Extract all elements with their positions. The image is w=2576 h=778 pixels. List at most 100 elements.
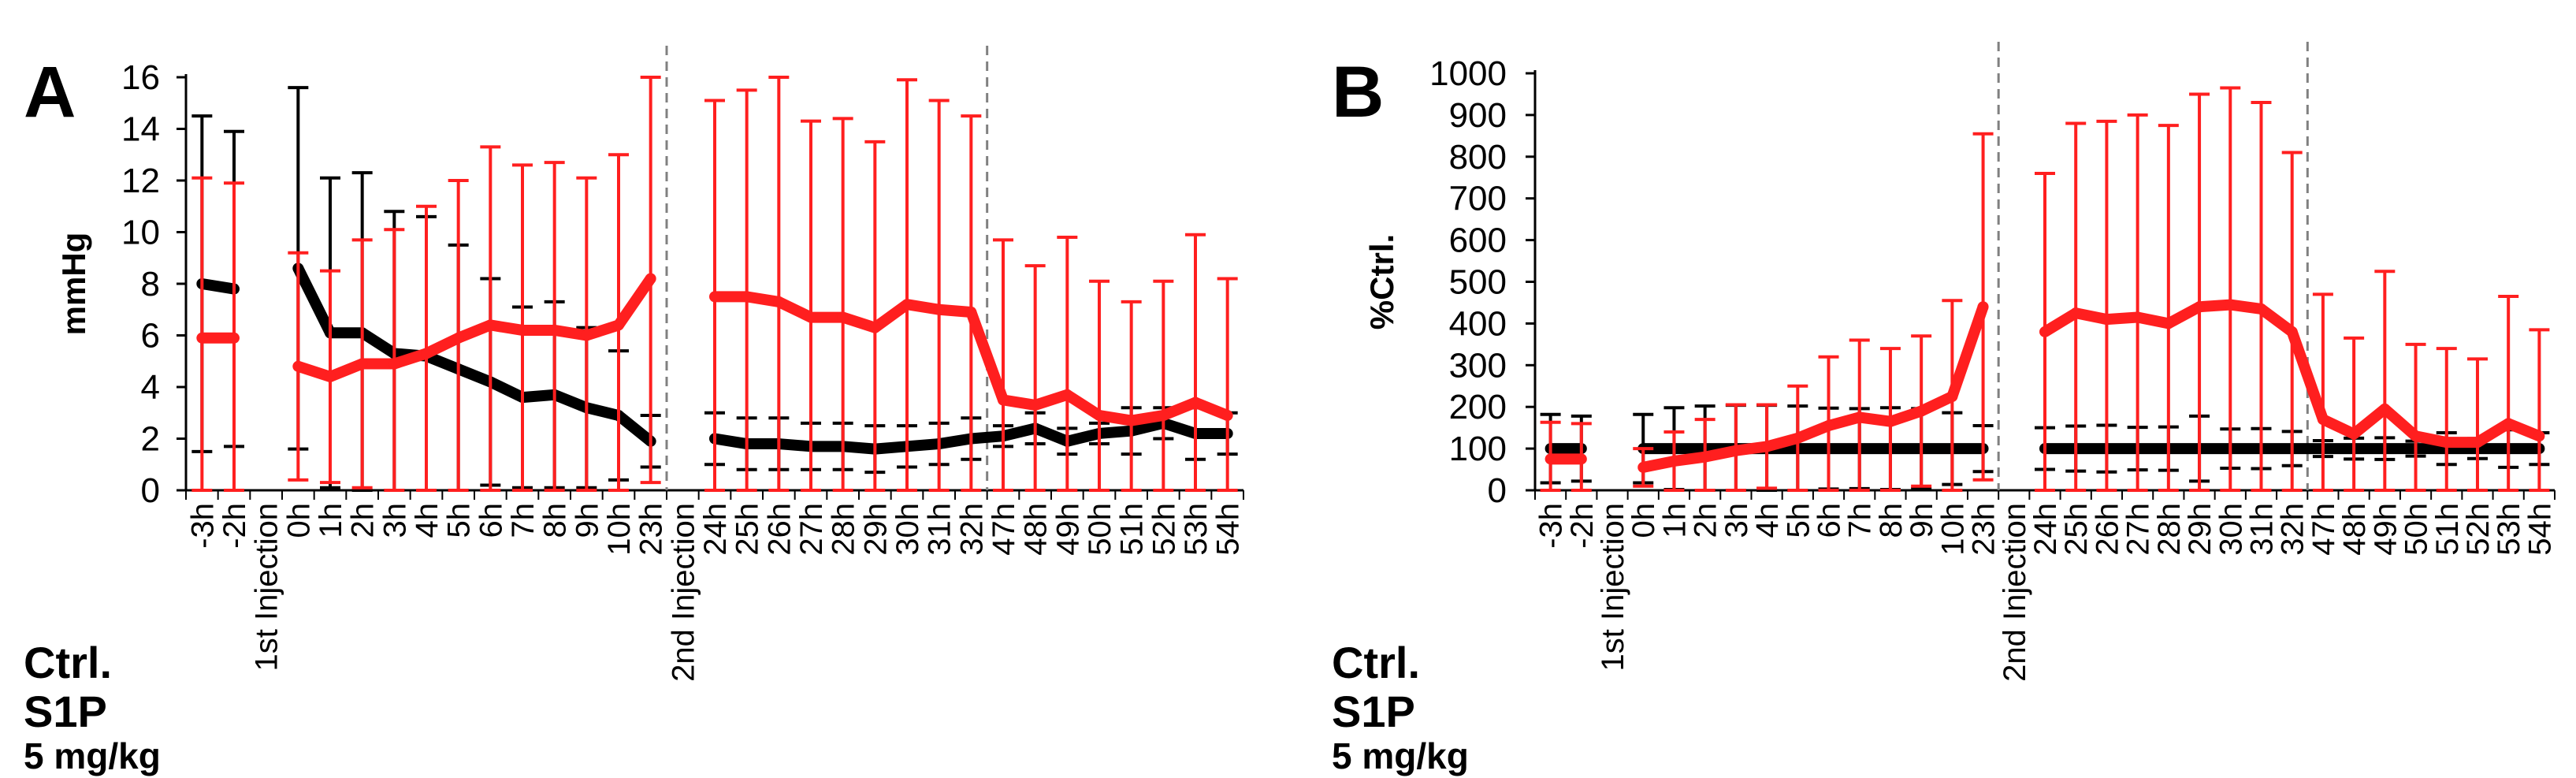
panel-b-x-tick-label: 26h (2090, 503, 2124, 556)
panel-a-x-tick-label: 2nd Injection (666, 503, 701, 682)
panel-a-x-tick-label: 54h (1211, 503, 1246, 556)
panel-b-s1p-point (2317, 414, 2329, 426)
panel-a-s1p-line (296, 275, 656, 382)
panel-b-x-tick-label: 9h (1905, 503, 1939, 538)
panel-b-x-tick-label: 27h (2121, 503, 2156, 556)
panel-a-x-tick-label: 23h (634, 503, 669, 556)
panel-b-s1p-series (1540, 86, 2550, 492)
panel-b-s1p-point (2379, 403, 2391, 415)
panel-b-x-tick-label: 54h (2522, 503, 2557, 556)
panel-a-s1p-point (965, 307, 977, 318)
panel-b-x-tick-label: 47h (2307, 503, 2341, 556)
panel-a-x-tick-label: 28h (827, 503, 861, 556)
panel-b-x-tick-label: 5h (1781, 503, 1816, 538)
panel-a-s1p-point (1061, 389, 1073, 400)
panel-a-y-tick-label: 14 (121, 110, 160, 149)
panel-b-s1p-point (1699, 451, 1711, 463)
panel-a-y-tick-label: 4 (141, 368, 160, 407)
panel-a-x-tick-label: 9h (570, 503, 604, 538)
panel-b-s1p-point (1946, 390, 1958, 402)
panel-b-x-tick-label: 1st Injection (1596, 503, 1630, 671)
panel-a-x-tick-label: 24h (698, 503, 733, 556)
panel-a-x-tick-label: 10h (602, 503, 637, 556)
panel-b-s1p-point (1884, 415, 1896, 427)
panel-b-y-tick-label: 1000 (1429, 54, 1507, 93)
panel-a-x-tick-label: 2h (346, 503, 381, 538)
panel-b-s1p-point (2255, 303, 2267, 315)
legend-dose-a: 5 mg/kg (24, 735, 161, 776)
panel-b-s1p-point (2039, 326, 2050, 337)
panel-a-s1p-point (485, 319, 496, 331)
panel-b-x-tick-label: -2h (1565, 503, 1600, 549)
panel-b-x-tick-label: 49h (2368, 503, 2403, 556)
panel-b-y-tick-label: 800 (1449, 138, 1507, 177)
legend-b: Ctrl. S1P 5 mg/kg (1332, 638, 1469, 776)
legend-a: Ctrl. S1P 5 mg/kg (24, 638, 161, 776)
panel-b-x-tick-label: 28h (2152, 503, 2187, 556)
panel-a-x-tick-label: 5h (442, 503, 477, 538)
legend-dose-b: 5 mg/kg (1332, 735, 1469, 776)
panel-a-x-tick-label: 27h (794, 503, 829, 556)
panel-b-x-tick-label: 32h (2276, 503, 2310, 556)
panel-a-x-tick-label: 32h (954, 503, 989, 556)
panel-b-s1p-point (2225, 299, 2236, 311)
panel-b-s1p-point (2286, 326, 2298, 337)
panel-b-s1p-point (2471, 437, 2483, 449)
panel-b-x-tick-label: 7h (1843, 503, 1878, 538)
panel-a-x-tick-label: 8h (538, 503, 573, 538)
panel-b-x-tick-label: 24h (2028, 503, 2063, 556)
panel-a-ctrl-line (293, 266, 655, 446)
panel-b-x-tick-label: 8h (1874, 503, 1909, 538)
panel-a-s1p-series (191, 76, 1238, 492)
panel-a-s1p-point (196, 332, 208, 344)
panel-a-x-tick-label: 51h (1115, 503, 1150, 556)
panel-a-x-tick-label: 4h (410, 503, 444, 538)
panel-a-s1p-point (325, 370, 336, 382)
panel-a-y-tick-label: 16 (121, 58, 160, 97)
panel-a-y-tick-label: 12 (121, 162, 160, 200)
panel-b-x-tick-label: 2h (1689, 503, 1723, 538)
panel-b-y-tick-label: 700 (1449, 180, 1507, 218)
panel-a-x-tick-label: 53h (1179, 503, 1214, 556)
panel-b-s1p-point (1823, 420, 1834, 432)
panel-b-x-tick-label: 4h (1750, 503, 1785, 538)
panel-b-x-tick-label: 53h (2492, 503, 2526, 556)
panel-a-x-tick-label: 3h (377, 503, 412, 538)
panel-a-x-tick-label: 29h (858, 503, 893, 556)
panel-a-x-tick-label: 26h (762, 503, 797, 556)
panel-a-y-tick-label: 8 (141, 265, 160, 303)
panel-a-s1p-point (388, 358, 400, 370)
panel-b-s1p-point (1916, 405, 1927, 417)
panel-a-x-tick-label: 47h (987, 503, 1021, 556)
panel-b-y-axis-title: %Ctrl. (1363, 234, 1400, 329)
legend-s1p-a: S1P (24, 687, 107, 736)
panel-b-y-tick-label: 500 (1449, 263, 1507, 302)
panel-b-x-tick-label: 52h (2461, 503, 2496, 556)
panel-b-x-tick-label: 10h (1935, 503, 1970, 556)
panel-a-s1p-point (421, 348, 432, 359)
panel-b-s1p-point (1761, 441, 1773, 452)
panel-b-x-tick-label: 25h (2059, 503, 2094, 556)
panel-a-s1p-point (998, 394, 1009, 406)
panel-b-s1p-point (2101, 314, 2113, 326)
panel-b-s1p-point (1544, 453, 1556, 465)
panel-b-x-tick-label: 29h (2183, 503, 2217, 556)
panel-b-s1p-point (1977, 301, 1989, 313)
panel-a-s1p-point (709, 291, 720, 303)
panel-b-x-tick-label: 3h (1719, 503, 1754, 538)
panel-a-s1p-point (356, 358, 368, 370)
panel-b-x-tick-label: 30h (2214, 503, 2248, 556)
panel-b-y-tick-label: 100 (1449, 430, 1507, 468)
panel-a-s1p-point (1094, 410, 1105, 422)
panel-b-y-tick-label: 600 (1449, 221, 1507, 260)
panel-b-s1p-point (2194, 301, 2206, 313)
panel-b-s1p-point (2440, 437, 2452, 449)
panel-a-y-tick-label: 0 (141, 471, 160, 510)
panel-a-s1p-point (837, 311, 849, 323)
panel-b-x-tick-label: 31h (2244, 503, 2279, 556)
panel-a-y-tick-label: 6 (141, 317, 160, 355)
panel-a-s1p-point (1125, 415, 1137, 426)
panel-a-y-tick-label: 2 (141, 420, 160, 459)
